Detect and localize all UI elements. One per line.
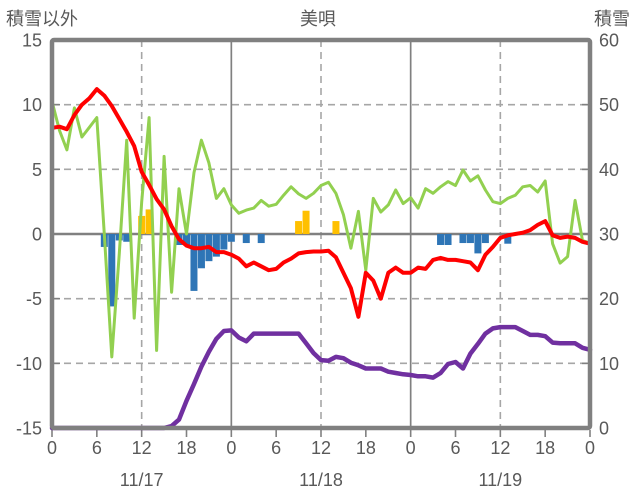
y-left-tick-label: -15 — [16, 419, 42, 439]
blue-bars-bar — [459, 234, 467, 244]
plot-frame — [49, 37, 593, 431]
x-hour-label: 12 — [490, 438, 510, 458]
blue-bars-bar — [257, 234, 265, 244]
blue-bars-bar — [242, 234, 250, 244]
x-hour-label: 0 — [47, 438, 57, 458]
y-right-tick-label: 10 — [599, 354, 619, 374]
left-axis-title: 積雪以外 — [6, 9, 78, 29]
x-date-label: 11/17 — [120, 470, 164, 490]
blue-bars-bar — [227, 234, 235, 242]
blue-bars-bar — [220, 234, 228, 250]
y-right-tick-label: 20 — [599, 289, 619, 309]
y-right-tick-label: 0 — [599, 419, 609, 439]
x-hour-label: 18 — [176, 438, 196, 458]
blue-bars-bar — [190, 234, 198, 291]
blue-bars-bar — [197, 234, 205, 269]
blue-bars-bar — [123, 234, 131, 242]
y-right-tick-label: 40 — [599, 160, 619, 180]
yellow-bars-bar — [332, 221, 340, 234]
red-line — [50, 87, 592, 319]
y-left-tick-label: 10 — [22, 95, 42, 115]
blue-bars-bar — [481, 234, 489, 244]
right-axis-title: 積雪 — [594, 9, 630, 29]
yellow-bars-bar — [302, 210, 310, 234]
blue-bars-bar — [108, 234, 116, 307]
x-hour-label: 18 — [356, 438, 376, 458]
yellow-bars-bar — [295, 221, 303, 234]
blue-bars-bar — [474, 234, 482, 254]
x-hour-label: 0 — [585, 438, 595, 458]
x-hour-label: 12 — [132, 438, 152, 458]
y-left-tick-label: -5 — [26, 289, 42, 309]
y-right-tick-label: 50 — [599, 95, 619, 115]
y-right-tick-label: 60 — [599, 31, 619, 51]
yellow-bars-bar — [145, 209, 153, 234]
y-left-tick-label: 5 — [32, 160, 42, 180]
blue-bars-bar — [183, 234, 190, 245]
y-left-tick-label: 0 — [32, 225, 42, 245]
x-hour-label: 6 — [271, 438, 281, 458]
x-hour-label: 6 — [92, 438, 102, 458]
blue-bars-bar — [437, 234, 445, 245]
x-hour-label: 6 — [450, 438, 460, 458]
x-date-label: 11/19 — [478, 470, 522, 490]
y-right-tick-label: 30 — [599, 225, 619, 245]
x-date-label: 11/18 — [299, 470, 343, 490]
y-left-tick-label: 15 — [22, 31, 42, 51]
y-left-tick-label: -10 — [16, 354, 42, 374]
chart-title: 美唄 — [300, 9, 336, 29]
blue-bars-bar — [504, 234, 512, 244]
blue-bars-bar — [444, 234, 452, 245]
x-hour-label: 0 — [406, 438, 416, 458]
green-line — [50, 99, 592, 359]
x-hour-label: 18 — [535, 438, 555, 458]
x-hour-label: 0 — [226, 438, 236, 458]
blue-bars-bar — [212, 234, 220, 257]
x-hour-label: 12 — [311, 438, 331, 458]
blue-bars-bar — [466, 234, 474, 244]
